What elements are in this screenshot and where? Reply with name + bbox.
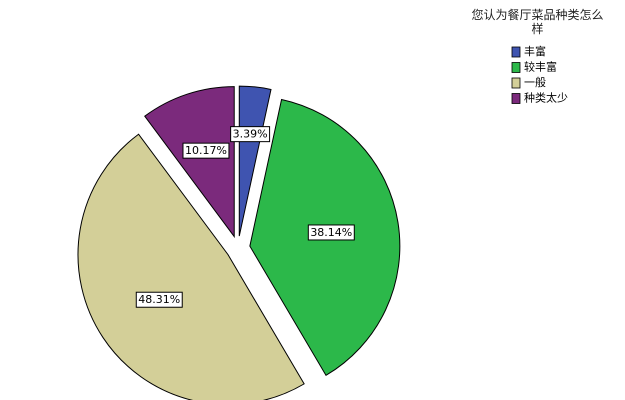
data-label: 38.14% [310,226,352,239]
data-label-box [307,224,355,241]
legend-label: 较丰富 [524,60,557,74]
pie-slice [77,133,305,400]
legend-label: 丰富 [524,44,546,58]
data-label-box [182,142,230,159]
data-label-box [135,291,183,308]
legend-label: 种类太少 [524,91,568,105]
legend-swatch [511,77,521,89]
data-label: 3.39% [233,128,268,141]
legend-swatch [511,62,521,73]
data-label-box [230,126,271,143]
legend-swatch [511,46,521,58]
pie-slice [238,85,272,237]
legend-label: 一般 [524,76,546,89]
data-label: 48.31% [138,293,180,306]
legend-title: 您认为餐厅菜品种类怎么样 [471,8,604,36]
pie-slice [144,86,235,239]
data-label: 10.17% [185,144,227,157]
legend-swatch [511,93,521,104]
